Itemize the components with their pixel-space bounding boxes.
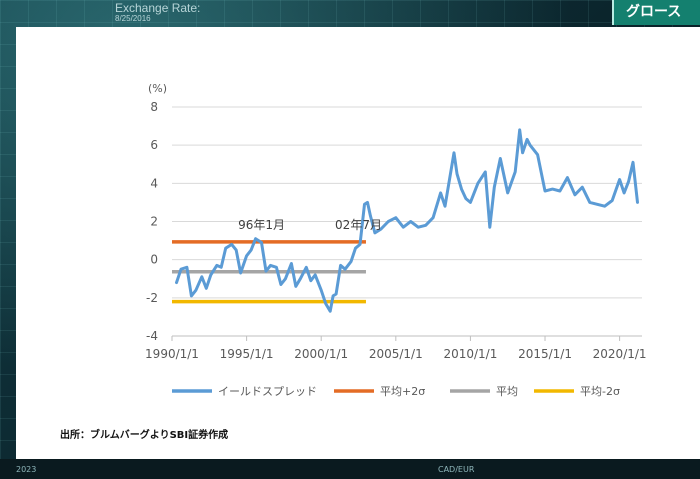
legend-label: 平均 xyxy=(496,385,518,398)
x-tick-label: 2010/1/1 xyxy=(443,347,497,361)
annotation-label: 02年7月 xyxy=(335,218,382,232)
y-tick-label: -2 xyxy=(146,291,158,305)
legend-label: イールドスプレッド xyxy=(218,385,317,398)
annotation-label: 96年1月 xyxy=(238,218,285,232)
source-note: 出所：ブルムバーグよりSBI証券作成 xyxy=(60,430,229,441)
y-tick-label: 8 xyxy=(150,100,158,114)
y-tick-label: 6 xyxy=(150,138,158,152)
y-tick-label: 4 xyxy=(150,176,158,190)
y-tick-label: 2 xyxy=(150,215,158,229)
x-tick-label: 2015/1/1 xyxy=(518,347,572,361)
y-tick-label: 0 xyxy=(150,253,158,267)
legend-label: 平均-2σ xyxy=(580,385,620,398)
yield-spread-line xyxy=(175,128,639,313)
background-exchange-rate-label: Exchange Rate: 8/25/2016 xyxy=(115,1,201,24)
category-badge: グロース xyxy=(612,0,700,25)
bottom-ticker-strip: 2023 CAD/EUR xyxy=(0,459,700,479)
background-exchange-date: 8/25/2016 xyxy=(115,14,151,24)
x-tick-label: 2000/1/1 xyxy=(294,347,348,361)
background-exchange-title: Exchange Rate: xyxy=(115,1,201,15)
ticker-item: 2023 xyxy=(16,465,37,474)
x-tick-label: 1995/1/1 xyxy=(220,347,274,361)
y-tick-label: -4 xyxy=(146,329,158,343)
x-tick-label: 2005/1/1 xyxy=(369,347,423,361)
x-tick-label: 1990/1/1 xyxy=(145,347,199,361)
ticker-item: CAD/EUR xyxy=(438,465,475,474)
y-unit-label: (%) xyxy=(148,82,167,95)
legend-label: 平均+2σ xyxy=(380,385,425,398)
x-tick-label: 2020/1/1 xyxy=(593,347,647,361)
